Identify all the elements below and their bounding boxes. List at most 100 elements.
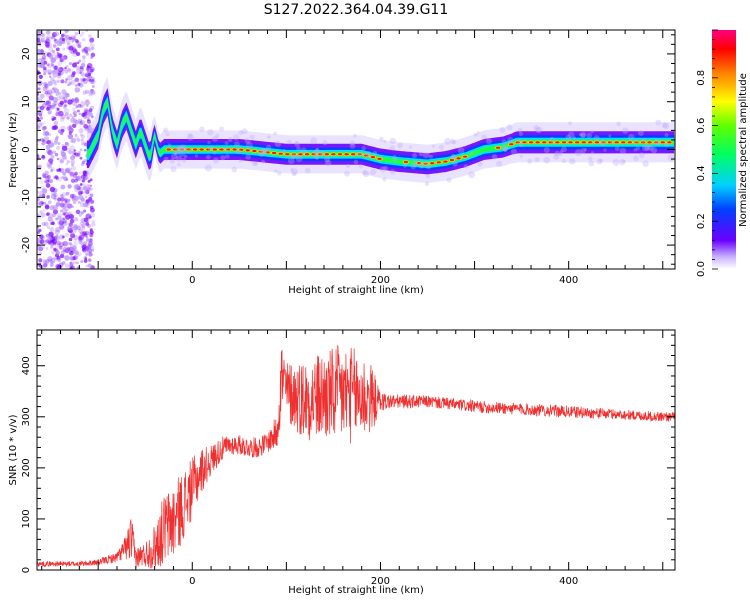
spectrogram-noise [89, 199, 95, 204]
spectrogram-noise [61, 261, 66, 265]
spectrogram-noise [62, 235, 65, 239]
spectrogram-peak [173, 148, 178, 151]
spectrogram-fuzz [273, 131, 277, 136]
spectrogram-noise [87, 243, 93, 248]
spectrogram-noise [62, 203, 69, 209]
spectrogram-noise [81, 58, 86, 63]
spectrogram-noise [58, 67, 64, 73]
spectrogram-y-axis-label: Frequency (Hz) [8, 112, 19, 188]
spectrogram-noise [39, 116, 43, 120]
spectrogram-noise [61, 154, 67, 160]
spectrogram-noise [73, 195, 79, 201]
spectrogram-noise [56, 107, 60, 111]
spectrogram-noise [42, 139, 46, 143]
spectrogram-fuzz [194, 154, 199, 158]
spectrogram-noise [70, 117, 76, 123]
spectrogram-noise [42, 259, 47, 264]
spectrogram-noise [45, 100, 52, 106]
spectrogram-fuzz [643, 138, 647, 142]
spectrogram-noise [66, 42, 71, 46]
spectrogram-noise [91, 46, 95, 50]
spectrogram-noise [79, 241, 83, 245]
spectrogram-noise [83, 189, 90, 195]
spectrogram-fuzz [286, 139, 292, 145]
spectrogram-noise [80, 100, 84, 104]
spectrogram-fuzz [560, 146, 567, 153]
spectrogram-noise [61, 89, 67, 95]
spectrogram-noise [73, 241, 78, 246]
spectrogram-peak [331, 153, 336, 156]
spectrogram-noise [59, 94, 65, 100]
spectrogram-peak [311, 153, 316, 156]
spectrogram-noise [37, 197, 40, 202]
spectrogram-noise [83, 158, 87, 163]
spectrogram-fuzz [170, 152, 178, 160]
spectrogram-noise [70, 163, 75, 167]
spectrogram-noise [68, 213, 73, 218]
spectrogram-noise [48, 46, 54, 52]
spectrogram-peak [443, 160, 448, 163]
spectrogram-noise [37, 30, 42, 36]
spectrogram-fuzz [187, 133, 194, 141]
spectrogram-noise [37, 155, 40, 161]
spectrogram-fuzz [452, 160, 458, 167]
spectrogram-fuzz [502, 147, 508, 153]
spectrogram-noise [53, 103, 57, 107]
spectrogram-noise [79, 190, 83, 195]
spectrogram-noise [80, 231, 85, 236]
spectrogram-noise [53, 65, 58, 71]
spectrogram-fuzz [535, 127, 541, 133]
spectrogram-x-axis-label: Height of straight line (km) [288, 285, 424, 296]
spectrogram-noise [46, 212, 50, 216]
spectrogram-peak [318, 153, 323, 156]
spectrogram-fuzz [383, 165, 389, 172]
spectrogram-fuzz [491, 154, 498, 160]
snr-y-tick-label: 400 [21, 356, 32, 375]
spectrogram-peak [653, 141, 659, 144]
spectrogram-noise [85, 189, 90, 195]
spectrogram-noise [80, 71, 85, 76]
spectrogram-noise [89, 228, 93, 232]
spectrogram-fuzz [481, 134, 487, 140]
spectrogram-noise [61, 43, 64, 46]
snr-y-tick-label: 0 [21, 567, 32, 573]
spectrogram-noise [38, 251, 43, 256]
spectrogram-fuzz [183, 154, 188, 159]
spectrogram-noise [52, 150, 57, 154]
spectrogram-peak [568, 141, 573, 144]
spectrogram-noise [60, 72, 64, 76]
snr-series-line [37, 344, 675, 569]
spectrogram-fuzz [667, 154, 675, 162]
spectrogram-noise [41, 245, 45, 249]
spectrogram-noise [37, 237, 41, 243]
spectrogram-peak [403, 160, 409, 164]
spectrogram-noise [49, 162, 53, 165]
spectrogram-noise [68, 68, 74, 74]
spectrogram-noise [37, 30, 42, 34]
spectrogram-noise [60, 129, 65, 133]
spectrogram-fuzz [353, 133, 357, 138]
spectrogram-noise [60, 209, 64, 213]
spectrogram-fuzz [580, 131, 587, 138]
spectrogram-noise [76, 225, 82, 231]
spectrogram-noise [80, 134, 85, 139]
spectrogram-noise [38, 179, 45, 185]
spectrogram-noise [64, 232, 69, 237]
spectrogram-noise [52, 79, 57, 84]
spectrogram-noise [53, 247, 57, 252]
spectrogram-noise [37, 37, 41, 43]
spectrogram-noise [54, 175, 58, 179]
spectrogram-noise [42, 86, 48, 92]
spectrogram-noise [83, 255, 87, 260]
spectrogram-fuzz [599, 139, 606, 147]
spectrogram-noise [78, 213, 82, 217]
spectrogram-fuzz [207, 129, 214, 136]
spectrogram-noise [67, 184, 72, 189]
spectrogram-fuzz [599, 158, 603, 163]
spectrogram-fuzz [559, 150, 564, 154]
spectrogram-noise [50, 77, 55, 82]
spectrogram-fuzz [424, 181, 430, 186]
spectrogram-noise [72, 63, 77, 68]
spectrogram-fuzz [428, 154, 433, 159]
